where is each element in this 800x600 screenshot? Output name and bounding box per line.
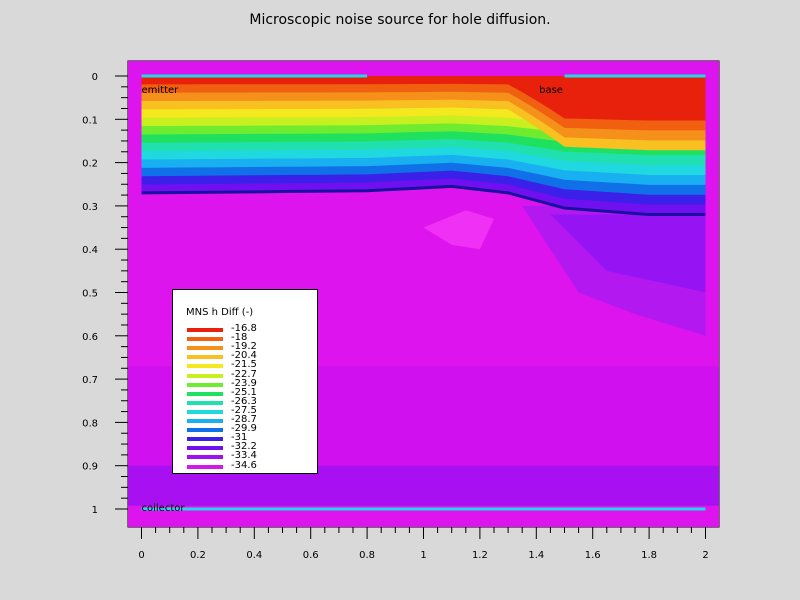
x-tick-label: 2 xyxy=(702,550,708,561)
contour-field xyxy=(128,61,719,527)
legend-value: -18 xyxy=(231,332,248,344)
contact-lines xyxy=(141,74,706,511)
y-axis: 0 0.1 0.2 0.3 0.4 0.5 0.6 0.7 0.8 0.9 1 xyxy=(82,72,128,516)
colorbar-legend: MNS h Diff (-) -16.8 -18 -19.2 -20.4 -21.5 -2… xyxy=(172,289,318,474)
legend-entry: -16.8 xyxy=(187,323,317,335)
x-tick-label: 1 xyxy=(420,550,426,561)
y-tick-label: 0.7 xyxy=(82,375,98,386)
legend-entry: -18 xyxy=(187,332,317,344)
legend-entry: -32.2 xyxy=(187,441,317,453)
y-tick-label: 0.8 xyxy=(82,418,98,429)
legend-entry: -29.9 xyxy=(187,423,317,435)
legend-value: -19.2 xyxy=(231,341,257,353)
legend-swatch xyxy=(187,428,223,433)
legend-entry: -25.1 xyxy=(187,386,317,399)
y-tick-label: 0 xyxy=(92,72,98,83)
legend-swatch xyxy=(187,364,223,369)
legend-swatch xyxy=(187,373,223,378)
legend-value: -20.4 xyxy=(231,350,257,362)
legend-value: -31 xyxy=(231,432,248,444)
x-axis: 0 0.2 0.4 0.6 0.8 1 1.2 1.4 1.6 1.8 2 xyxy=(138,527,709,561)
legend-value: -26.3 xyxy=(231,395,257,407)
legend-value: -34.6 xyxy=(231,459,257,471)
legend-swatch xyxy=(187,419,223,423)
x-tick-label: 0 xyxy=(138,550,144,561)
legend-swatch xyxy=(187,437,223,442)
collector-label: collector xyxy=(142,503,186,514)
y-tick-label: 0.5 xyxy=(82,289,98,300)
legend-entry: -26.3 xyxy=(187,395,317,408)
legend-entry: -22.7 xyxy=(187,368,317,381)
chart-title: Microscopic noise source for hole diffus… xyxy=(249,12,551,28)
legend-value: -32.2 xyxy=(231,441,257,453)
legend-swatch xyxy=(187,346,223,351)
x-tick-label: 1.4 xyxy=(528,550,544,561)
legend-value: -27.5 xyxy=(231,404,257,416)
legend-entry: -23.9 xyxy=(187,377,317,390)
legend-value: -22.7 xyxy=(231,368,257,380)
emitter-label: emitter xyxy=(142,85,180,96)
legend-value: -28.7 xyxy=(231,414,257,425)
legend-entry: -28.7 xyxy=(187,414,317,426)
legend-entry: -33.4 xyxy=(187,450,317,462)
legend-swatch xyxy=(187,446,223,451)
y-tick-label: 1 xyxy=(92,505,98,516)
x-tick-label: 1.6 xyxy=(585,550,601,561)
legend-swatch xyxy=(187,391,223,396)
legend-entry: -19.2 xyxy=(187,341,317,353)
x-tick-label: 0.8 xyxy=(359,550,375,561)
legend-swatch xyxy=(187,337,223,342)
x-tick-label: 1.8 xyxy=(641,550,657,561)
legend-swatch xyxy=(187,355,223,360)
legend-swatch xyxy=(187,464,223,469)
legend-entry: -20.4 xyxy=(187,350,317,362)
legend-entry: -34.6 xyxy=(187,459,317,472)
legend-swatch xyxy=(187,328,223,332)
legend-value: -23.9 xyxy=(231,377,257,389)
legend-swatch xyxy=(187,409,223,414)
y-tick-label: 0.1 xyxy=(82,115,98,126)
legend-value: -21.5 xyxy=(231,359,257,371)
x-tick-label: 0.2 xyxy=(190,550,206,561)
y-tick-label: 0.6 xyxy=(82,332,98,343)
legend-entry: -21.5 xyxy=(187,359,317,371)
legend-swatch xyxy=(187,455,223,460)
legend-title: MNS h Diff (-) xyxy=(186,307,254,318)
legend-value: -29.9 xyxy=(231,423,257,435)
x-tick-label: 0.4 xyxy=(246,550,262,561)
x-tick-label: 1.2 xyxy=(472,550,488,561)
y-tick-label: 0.9 xyxy=(82,462,98,473)
legend-value: -16.8 xyxy=(231,323,257,334)
y-tick-label: 0.4 xyxy=(82,245,98,256)
x-tick-label: 0.6 xyxy=(303,550,319,561)
legend-swatch xyxy=(187,400,223,405)
legend-entry: -31 xyxy=(187,432,317,444)
y-tick-label: 0.3 xyxy=(82,202,98,213)
legend-value: -33.4 xyxy=(231,450,257,462)
legend-swatch xyxy=(187,382,223,387)
region-labels: emitter base collector xyxy=(142,85,563,514)
legend-entry: -27.5 xyxy=(187,404,317,417)
base-label: base xyxy=(539,85,563,96)
y-tick-label: 0.2 xyxy=(82,159,98,170)
legend-value: -25.1 xyxy=(231,386,257,398)
